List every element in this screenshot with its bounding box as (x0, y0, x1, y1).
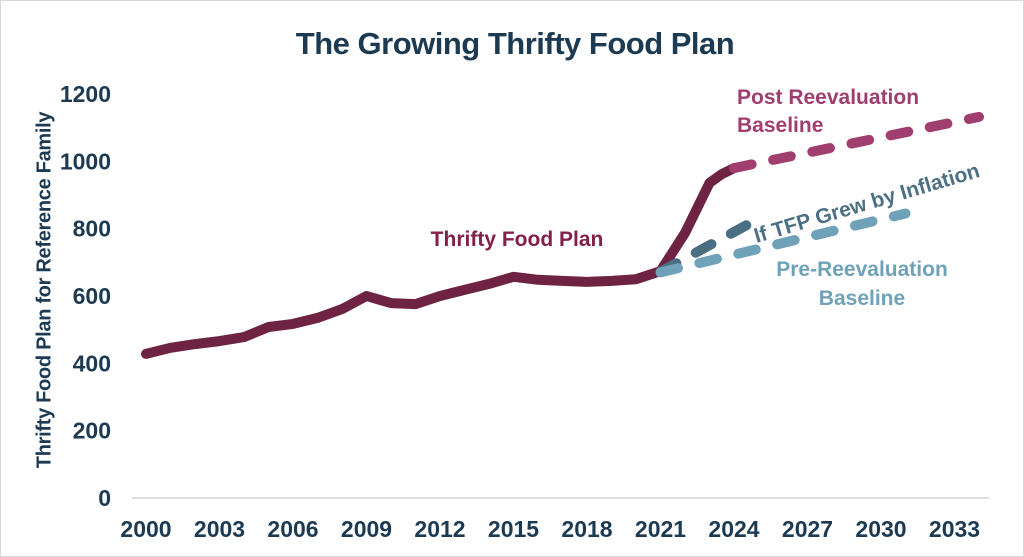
label-thrifty-food-plan: Thrifty Food Plan (430, 228, 604, 251)
label-pre-reevaluation-baseline: Pre-Reevaluation Baseline (776, 255, 948, 313)
x-tick-2015: 2015 (488, 516, 539, 542)
y-tick-800: 800 (73, 216, 111, 242)
label-post-reevaluation-baseline: Post Reevaluation Baseline (737, 84, 919, 140)
x-tick-2003: 2003 (194, 516, 245, 542)
y-tick-1200: 1200 (60, 81, 111, 107)
chart-title: The Growing Thrifty Food Plan (295, 26, 735, 61)
y-tick-0: 0 (98, 485, 111, 511)
series-thrifty-food-plan (141, 163, 739, 359)
x-tick-2012: 2012 (414, 516, 465, 542)
label-post-reevaluation-line2: Baseline (737, 114, 824, 137)
y-tick-600: 600 (73, 283, 111, 309)
x-tick-2018: 2018 (561, 516, 612, 542)
y-tick-200: 200 (73, 418, 111, 444)
x-tick-2009: 2009 (341, 516, 392, 542)
label-post-reevaluation-line1: Post Reevaluation (737, 86, 920, 109)
label-pre-reevaluation-line2: Baseline (818, 287, 906, 310)
y-tick-400: 400 (73, 350, 111, 376)
label-pre-reevaluation-line1: Pre-Reevaluation (776, 258, 948, 281)
x-tick-2000: 2000 (120, 516, 171, 542)
x-tick-2033: 2033 (929, 516, 980, 542)
x-tick-2006: 2006 (267, 516, 318, 542)
y-axis-title: Thrifty Food Plan for Reference Family (33, 111, 56, 469)
series-pre-reevaluation-baseline (655, 208, 911, 278)
x-tick-2021: 2021 (635, 516, 686, 542)
y-tick-1000: 1000 (60, 148, 111, 174)
x-tick-2030: 2030 (855, 516, 906, 542)
x-tick-2027: 2027 (782, 516, 833, 542)
series-post-reevaluation-baseline (729, 111, 984, 174)
x-tick-2024: 2024 (708, 516, 759, 542)
